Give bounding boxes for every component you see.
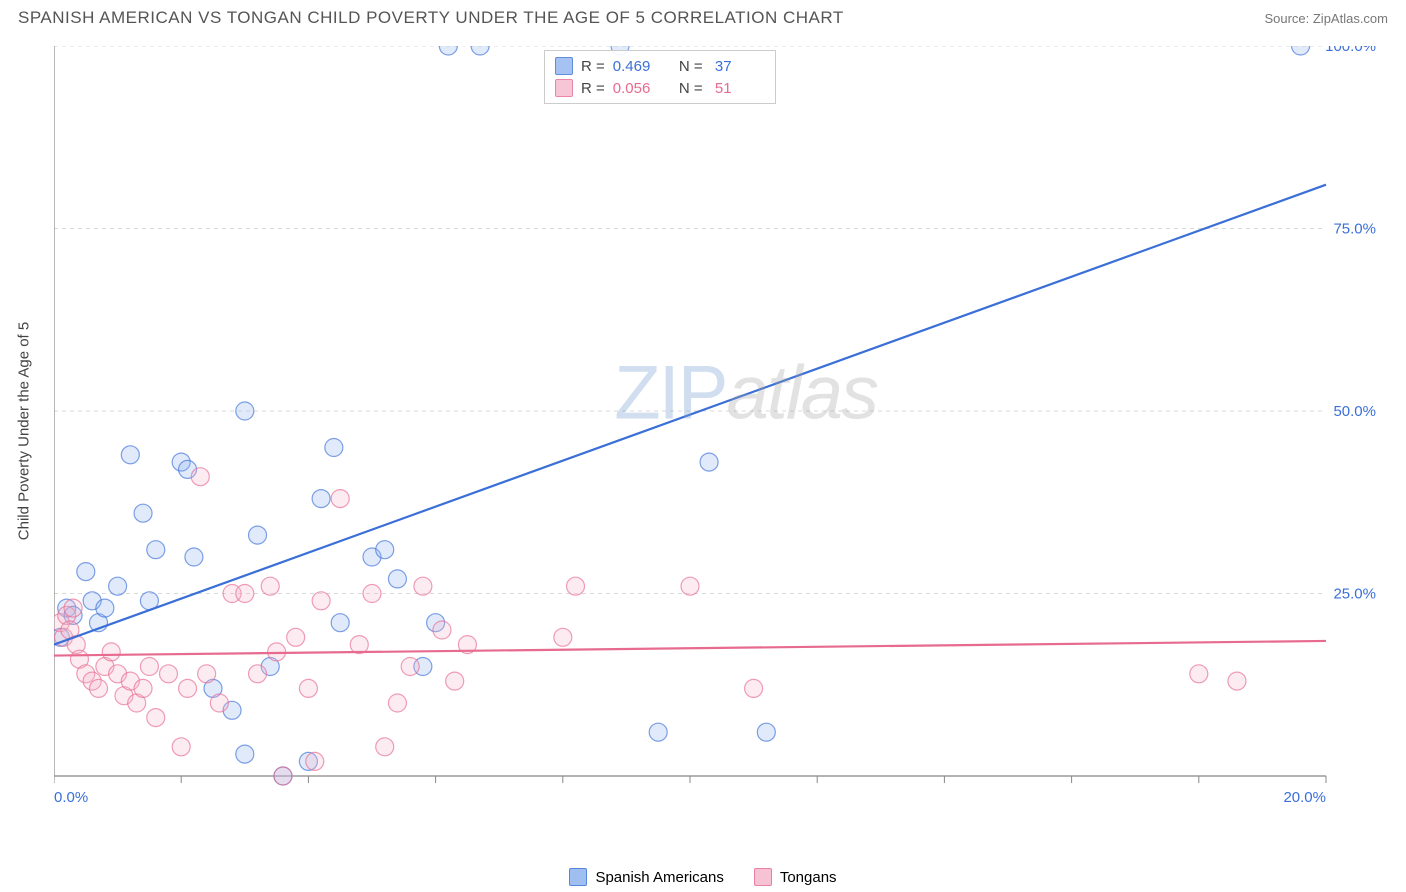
scatter-plot: 0.0% 20.0% 25.0% 50.0% 75.0% 100.0% — [54, 46, 1384, 816]
stats-r-value: 0.056 — [613, 80, 667, 97]
legend-swatch — [754, 868, 772, 886]
stats-row: R = 0.056 N = 51 — [555, 77, 765, 99]
source-label: Source: — [1264, 11, 1312, 26]
svg-text:100.0%: 100.0% — [1325, 46, 1376, 55]
stats-n-label: N = — [675, 58, 703, 75]
stats-legend: R = 0.469 N = 37 R = 0.056 N = 51 — [544, 50, 776, 104]
y-axis-label: Child Poverty Under the Age of 5 — [16, 322, 33, 540]
svg-text:75.0%: 75.0% — [1333, 221, 1376, 238]
chart-title: SPANISH AMERICAN VS TONGAN CHILD POVERTY… — [18, 8, 844, 28]
svg-text:0.0%: 0.0% — [54, 789, 88, 806]
stats-n-value: 37 — [711, 58, 765, 75]
svg-text:20.0%: 20.0% — [1283, 789, 1326, 806]
stats-r-label: R = — [581, 80, 605, 97]
stats-swatch — [555, 57, 573, 75]
stats-swatch — [555, 79, 573, 97]
stats-n-label: N = — [675, 80, 703, 97]
chart-source: Source: ZipAtlas.com — [1264, 11, 1388, 26]
chart-area: Child Poverty Under the Age of 5 0.0%20.… — [54, 46, 1384, 816]
stats-r-label: R = — [581, 58, 605, 75]
stats-row: R = 0.469 N = 37 — [555, 55, 765, 77]
svg-text:50.0%: 50.0% — [1333, 403, 1376, 420]
chart-header: SPANISH AMERICAN VS TONGAN CHILD POVERTY… — [0, 0, 1406, 44]
bottom-legend: Spanish Americans Tongans — [0, 868, 1406, 886]
stats-r-value: 0.469 — [613, 58, 667, 75]
svg-text:25.0%: 25.0% — [1333, 586, 1376, 603]
legend-item: Spanish Americans — [569, 868, 723, 886]
source-name: ZipAtlas.com — [1313, 11, 1388, 26]
legend-item: Tongans — [754, 868, 837, 886]
stats-n-value: 51 — [711, 80, 765, 97]
legend-label: Spanish Americans — [595, 869, 723, 886]
legend-label: Tongans — [780, 869, 837, 886]
legend-swatch — [569, 868, 587, 886]
